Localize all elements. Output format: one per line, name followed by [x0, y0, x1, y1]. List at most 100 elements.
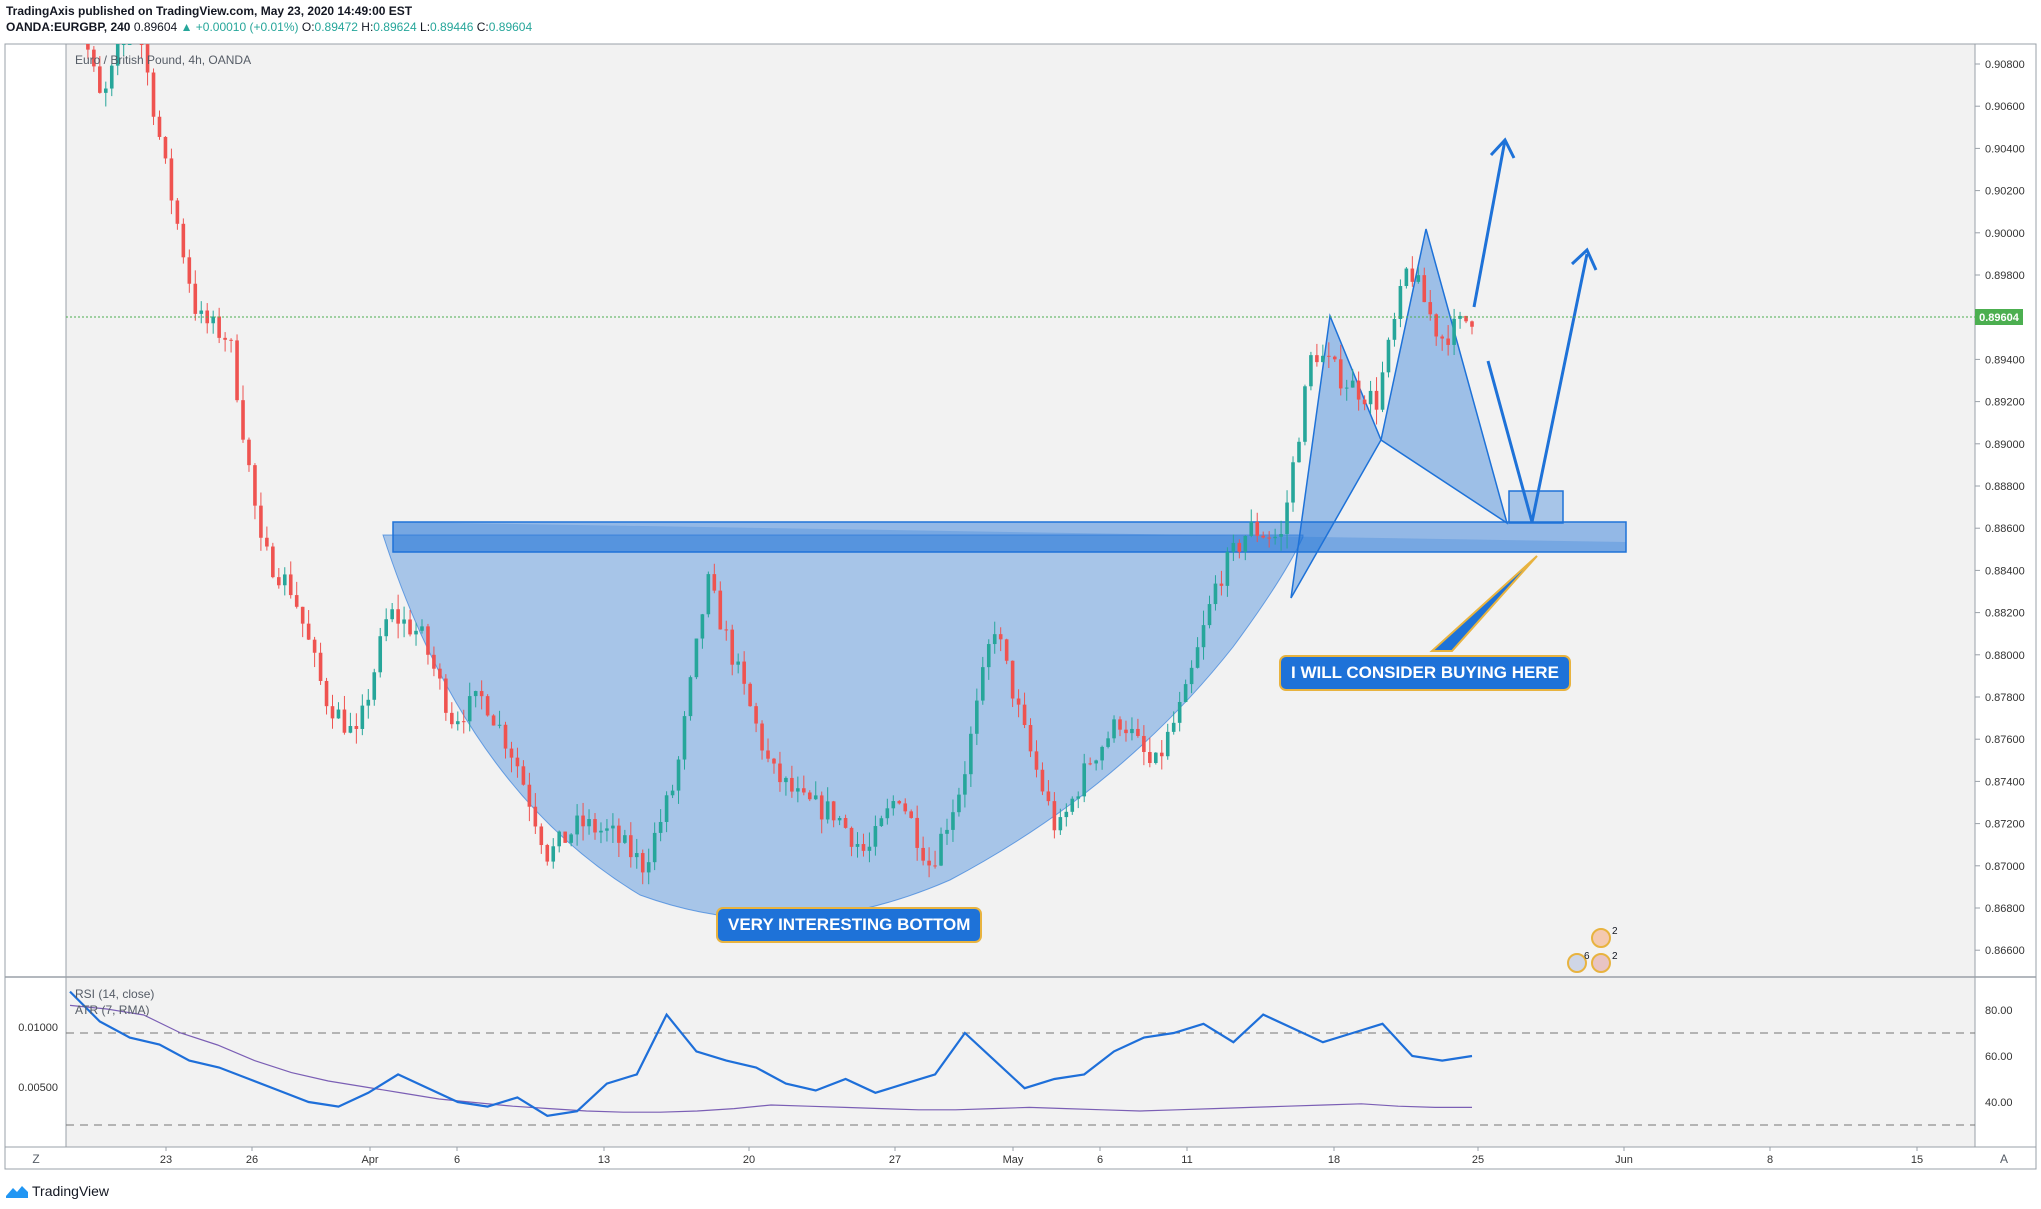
time-tick-label: May: [1003, 1154, 1024, 1166]
candle-body: [1374, 390, 1379, 410]
candle-body: [1416, 275, 1421, 282]
price-axis[interactable]: 0.90800 0.90600 0.90400 0.90200 0.90000 0.898…: [1975, 59, 2025, 957]
candle-body: [1446, 338, 1450, 345]
candle-body: [241, 400, 245, 440]
candle-body: [796, 788, 800, 792]
candle-body: [1458, 315, 1462, 319]
eu-flag-count: 2: [1612, 951, 1618, 962]
candle-body: [819, 795, 824, 820]
candle-body: [336, 709, 341, 719]
time-tick-label: 6: [454, 1154, 460, 1166]
candle-body: [223, 337, 227, 340]
arrow-up-1-head: [1489, 137, 1516, 159]
atr-line: [69, 1004, 1472, 1113]
candle-body: [1058, 817, 1063, 831]
candle-body: [509, 748, 514, 758]
last-price: 0.89604: [133, 20, 178, 34]
chart-frame: [4, 43, 2037, 1170]
candle-body: [784, 777, 788, 783]
candle-body: [455, 721, 460, 725]
candle-body: [1159, 752, 1164, 757]
candle-body: [1106, 738, 1110, 747]
callout-pointer: [1429, 555, 1538, 652]
price-tick-label: 0.89800: [1985, 270, 2025, 282]
candle-body: [980, 667, 985, 701]
candle-body: [1183, 684, 1188, 702]
candle-body: [103, 88, 108, 93]
candle-body: [163, 136, 168, 159]
time-tick-label: 11: [1181, 1154, 1192, 1166]
candle-body: [253, 465, 257, 506]
candle-body: [390, 609, 394, 620]
candle-body: [187, 257, 192, 284]
price-tick-label: 0.89000: [1985, 439, 2025, 451]
candle-body: [467, 696, 472, 722]
candle-body: [1380, 372, 1385, 410]
candle-body: [921, 847, 925, 861]
candle-body: [825, 801, 830, 820]
candle-body: [1243, 535, 1248, 552]
indicator-pane[interactable]: [66, 977, 1975, 1147]
candle-body: [587, 819, 591, 827]
candle-body: [885, 808, 890, 819]
event-badges[interactable]: 2 6 2: [1567, 926, 1618, 973]
candle-body: [1195, 647, 1200, 668]
bottom-callout: VERY INTERESTING BOTTOM: [716, 907, 983, 943]
footer-brand[interactable]: TradingView: [6, 1183, 109, 1199]
candle-body: [563, 831, 567, 843]
time-axis[interactable]: 23 26 Apr 6 13 20 27 May 6 11 18 25 Jun 8 15: [160, 1147, 1923, 1166]
price-tick-label: 0.86800: [1985, 903, 2025, 915]
candle-body: [837, 818, 842, 821]
time-tick-label: 6: [1097, 1154, 1103, 1166]
current-price-tag-text: 0.89604: [1979, 312, 2020, 324]
candle-body: [1440, 336, 1444, 339]
candle-body: [766, 750, 770, 759]
symbol-label: OANDA:EURGBP, 240: [6, 20, 131, 34]
candle-body: [1100, 746, 1104, 761]
log-scale-button[interactable]: Z: [32, 1152, 39, 1166]
price-tick-label: 0.88200: [1985, 608, 2025, 620]
close-label: C:: [476, 20, 489, 34]
candle-body: [181, 223, 186, 258]
candle-body: [265, 537, 269, 547]
open-value: 0.89472: [314, 20, 358, 34]
candle-body: [1338, 359, 1343, 389]
candle-body: [802, 788, 806, 793]
candle-body: [1428, 302, 1433, 315]
candle-body: [98, 66, 102, 93]
candle-body: [975, 700, 979, 734]
candle-body: [1297, 441, 1301, 463]
candle-body: [1028, 725, 1033, 752]
chart-title: Euro / British Pound, 4h, OANDA: [75, 53, 251, 67]
candle-body: [891, 801, 896, 809]
open-label: O:: [301, 20, 315, 34]
candle-body: [963, 774, 967, 795]
eu-flag-icon[interactable]: [1591, 953, 1611, 973]
candle-body: [599, 830, 603, 833]
candle-body: [1291, 462, 1295, 503]
auto-scale-button[interactable]: A: [2000, 1152, 2008, 1166]
price-tick-label: 0.88800: [1985, 481, 2025, 493]
candle-body: [109, 65, 114, 89]
candle-body: [629, 835, 633, 858]
candle-body: [324, 680, 329, 707]
arrow-up-1: [1472, 139, 1507, 308]
price-tick-label: 0.90600: [1985, 101, 2025, 113]
price-tick-label: 0.90400: [1985, 143, 2025, 155]
current-price-tag: [1975, 309, 2023, 325]
candle-body: [807, 792, 812, 800]
uk-flag-icon[interactable]: [1567, 953, 1587, 973]
candle-body: [491, 715, 496, 726]
candle-body: [730, 629, 735, 665]
main-pane[interactable]: [66, 44, 1975, 977]
candle-body: [539, 826, 544, 846]
candle-body: [754, 706, 758, 724]
price-tick-label: 0.88000: [1985, 650, 2025, 662]
flag-badge-icon[interactable]: [1591, 928, 1611, 948]
candle-body: [688, 677, 693, 717]
arrow-down-up: [1486, 253, 1589, 523]
candle-body: [1386, 339, 1391, 373]
price-tick-label: 0.90000: [1985, 228, 2025, 240]
candle-body: [1344, 387, 1349, 389]
